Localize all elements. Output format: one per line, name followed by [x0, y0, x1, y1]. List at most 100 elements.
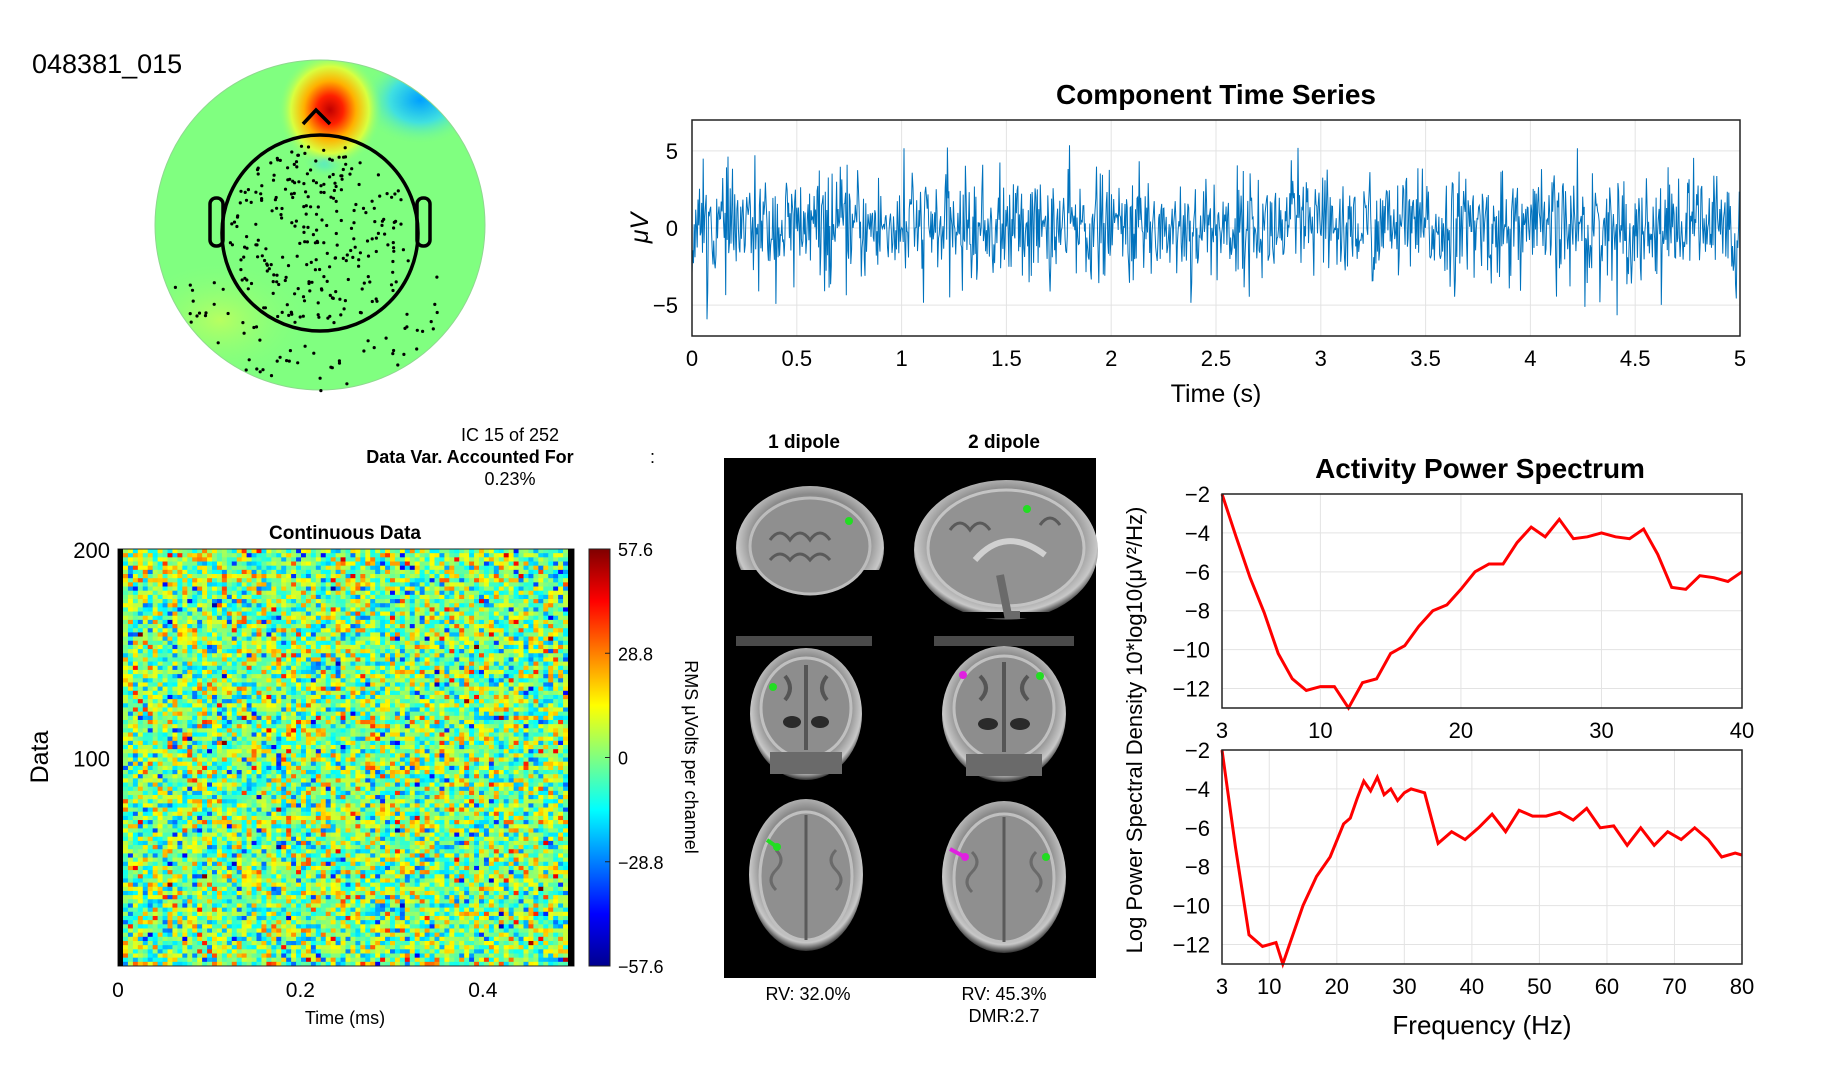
heatmap-cell: [350, 661, 356, 667]
heatmap-cell: [459, 553, 465, 558]
heatmap-cell: [335, 707, 341, 713]
heatmap-cell: [533, 628, 539, 633]
heatmap-cell: [335, 578, 341, 583]
heatmap-cell: [449, 736, 455, 742]
heatmap-cell: [305, 574, 312, 579]
x-tick-label: 3.5: [1410, 346, 1441, 371]
heatmap-cell: [310, 636, 317, 642]
heatmap-cell: [276, 740, 282, 746]
heatmap-cell: [444, 590, 450, 596]
heatmap-cell: [167, 624, 173, 629]
heatmap-cell: [454, 611, 460, 617]
heatmap-cell: [449, 669, 455, 675]
heatmap-cell: [315, 586, 322, 592]
heatmap-cell: [394, 719, 401, 725]
heatmap-cell: [241, 749, 248, 754]
heatmap-cell: [518, 640, 524, 646]
heatmap-cell: [390, 586, 396, 592]
heatmap-cell: [380, 707, 386, 713]
heatmap-cell: [197, 665, 203, 671]
heatmap-cell: [350, 682, 356, 688]
heatmap-cell: [404, 561, 411, 567]
heatmap-cell: [543, 661, 549, 667]
heatmap-cell: [429, 569, 435, 575]
heatmap-cell: [503, 590, 510, 596]
heatmap-cell: [132, 757, 139, 763]
heatmap-cell: [330, 649, 337, 654]
electrode-dot: [380, 223, 384, 227]
heatmap-cell: [548, 736, 554, 742]
heatmap-cell: [508, 665, 515, 671]
heatmap-cell: [296, 699, 302, 704]
heatmap-cell: [563, 611, 569, 617]
heatmap-cell: [558, 678, 564, 683]
heatmap-cell: [488, 578, 495, 583]
heatmap-cell: [335, 740, 341, 746]
heatmap-cell: [335, 686, 341, 692]
heatmap-cell: [350, 744, 356, 750]
heatmap-cell: [503, 607, 510, 612]
heatmap-cell: [394, 724, 401, 729]
heatmap-cell: [394, 557, 401, 562]
heatmap-cell: [454, 686, 460, 692]
heatmap-cell: [439, 719, 445, 725]
heatmap-cell: [345, 719, 351, 725]
heatmap-cell: [315, 632, 322, 637]
heatmap-cell: [315, 557, 322, 562]
heatmap-cell: [192, 594, 198, 600]
heatmap-cell: [493, 728, 500, 733]
y-tick-label: −5: [653, 293, 678, 318]
heatmap-cell: [221, 719, 228, 725]
heatmap-cell: [533, 686, 539, 692]
heatmap-cell: [231, 686, 238, 692]
heatmap-cell: [538, 653, 544, 658]
heatmap-cell: [543, 632, 549, 637]
heatmap-cell: [296, 636, 302, 642]
heatmap-cell: [429, 640, 435, 646]
heatmap-cell: [508, 578, 515, 583]
x-tick-label: 4.5: [1620, 346, 1651, 371]
heatmap-cell: [394, 744, 401, 750]
electrode-dot: [351, 255, 355, 259]
heatmap-cell: [488, 607, 495, 612]
heatmap-cell: [370, 603, 376, 608]
heatmap-cell: [187, 728, 193, 733]
heatmap-cell: [271, 565, 277, 571]
heatmap-cell: [390, 686, 396, 692]
heatmap-cell: [127, 711, 134, 717]
heatmap-cell: [404, 578, 411, 583]
heatmap-cell: [226, 586, 233, 592]
electrode-dot: [314, 181, 318, 185]
heatmap-cell: [419, 719, 426, 725]
heatmap-cell: [320, 561, 327, 567]
heatmap-cell: [350, 674, 356, 679]
heatmap-cell: [449, 586, 455, 592]
heatmap-cell: [350, 615, 356, 621]
heatmap-cell: [236, 628, 243, 633]
heatmap-cell: [177, 578, 183, 583]
heatmap-cell: [479, 578, 485, 583]
heatmap-cell: [513, 640, 519, 646]
heatmap-cell: [404, 686, 411, 692]
heatmap-cell: [434, 599, 440, 604]
y-tick-label: 5: [666, 139, 678, 164]
electrode-dot: [339, 188, 343, 192]
heatmap-cell: [266, 615, 272, 621]
heatmap-cell: [335, 703, 341, 708]
heatmap-cell: [360, 632, 366, 637]
heatmap-cell: [266, 753, 272, 758]
heatmap-cell: [320, 728, 327, 733]
heatmap-cell: [528, 649, 534, 654]
heatmap-cell: [251, 728, 257, 733]
heatmap-cell: [162, 678, 168, 683]
heatmap-cell: [503, 732, 510, 738]
heatmap-cell: [296, 690, 302, 696]
heatmap-cell: [498, 628, 505, 633]
heatmap-cell: [231, 640, 238, 646]
heatmap-cell: [563, 703, 569, 708]
heatmap-cell: [523, 632, 529, 637]
heatmap-cell: [563, 636, 569, 642]
heatmap-cell: [167, 682, 173, 688]
heatmap-cell: [503, 640, 510, 646]
